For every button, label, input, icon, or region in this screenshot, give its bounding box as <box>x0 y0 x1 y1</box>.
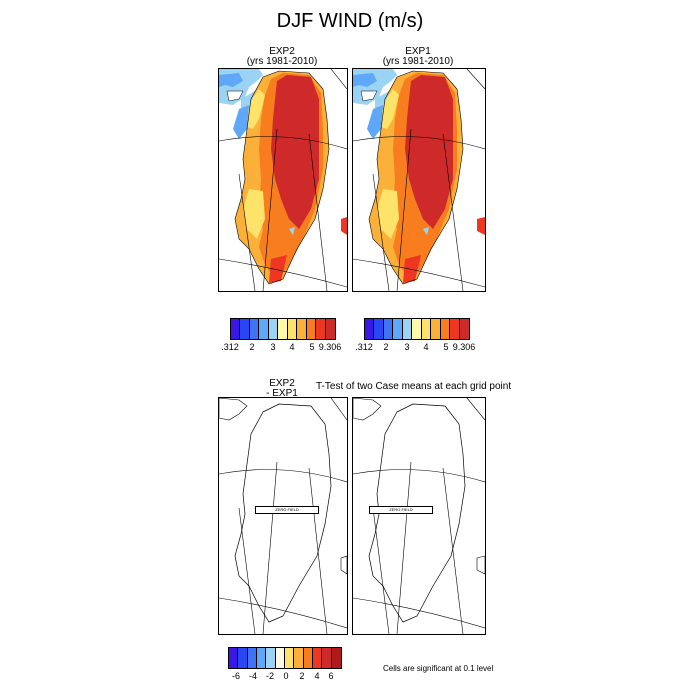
colorbar-tick-label: 4 <box>314 671 320 681</box>
colorbar-tick-label: .312 <box>221 342 239 352</box>
colorbar-swatch <box>402 319 413 339</box>
colorbar-tick-label: 3 <box>270 342 276 352</box>
colorbar-exp2 <box>230 318 336 340</box>
colorbar-swatch <box>284 648 295 668</box>
significance-note: Cells are significant at 0.1 level <box>383 664 494 673</box>
greenland-outline-map <box>353 398 485 634</box>
panel-title-exp2: EXP2 (yrs 1981-2010) <box>218 47 346 67</box>
greenland-outline-map <box>219 398 347 634</box>
colorbar-swatch <box>238 648 248 668</box>
colorbar-swatch <box>294 648 304 668</box>
colorbar-swatch <box>365 319 375 339</box>
greenland-wind-map <box>219 69 347 291</box>
greenland-wind-map <box>353 69 485 291</box>
colorbar-tick-label: -6 <box>231 671 241 681</box>
figure-title: DJF WIND (m/s) <box>276 10 424 32</box>
colorbar-swatch <box>287 319 298 339</box>
colorbar-swatch <box>256 648 267 668</box>
colorbar-swatch <box>459 319 469 339</box>
colorbar-swatch <box>412 319 422 339</box>
colorbar-tick-label: 6 <box>328 671 334 681</box>
colorbar-swatch <box>275 648 285 668</box>
colorbar-tick-label: 9.306 <box>318 342 342 352</box>
colorbar-swatch <box>303 648 313 668</box>
colorbar-swatch <box>421 319 432 339</box>
panel-title-line2: (yrs 1981-2010) <box>382 56 454 67</box>
colorbar-tick-label: 4 <box>289 342 295 352</box>
panel-title-line2: (yrs 1981-2010) <box>246 56 318 67</box>
colorbar-tick-label: 9.306 <box>452 342 476 352</box>
panel-title-line2: - EXP1 <box>266 388 298 399</box>
colorbar-swatch <box>325 319 335 339</box>
colorbar-tick-label: 2 <box>299 671 305 681</box>
colorbar-swatch <box>240 319 250 339</box>
colorbar-difference <box>228 647 342 669</box>
map-panel-ttest: ZERO FIELD <box>352 397 486 635</box>
colorbar-exp1 <box>364 318 470 340</box>
panel-title-diff: EXP2 - EXP1 <box>262 379 302 399</box>
colorbar-tick-label: 5 <box>309 342 315 352</box>
colorbar-swatch <box>393 319 403 339</box>
zero-field-label: ZERO FIELD <box>369 506 433 514</box>
colorbar-swatch <box>268 319 279 339</box>
colorbar-swatch <box>278 319 288 339</box>
colorbar-swatch <box>249 319 260 339</box>
panel-title-line1: EXP2 <box>269 46 295 57</box>
colorbar-swatch <box>306 319 317 339</box>
colorbar-swatch <box>440 319 451 339</box>
map-panel-difference: ZERO FIELD <box>218 397 348 635</box>
colorbar-swatch <box>431 319 441 339</box>
colorbar-tick-label: 0 <box>283 671 289 681</box>
map-panel-exp1 <box>352 68 486 292</box>
panel-title-exp1: EXP1 (yrs 1981-2010) <box>352 47 484 67</box>
colorbar-swatch <box>312 648 323 668</box>
colorbar-tick-label: 3 <box>404 342 410 352</box>
colorbar-tick-label: 5 <box>443 342 449 352</box>
colorbar-tick-label: 2 <box>249 342 255 352</box>
ttest-title: T-Test of two Case means at each grid po… <box>316 381 512 392</box>
colorbar-swatch <box>266 648 276 668</box>
colorbar-tick-label: .312 <box>355 342 373 352</box>
colorbar-tick-label: 4 <box>423 342 429 352</box>
colorbar-tick-label: 2 <box>383 342 389 352</box>
colorbar-swatch <box>316 319 326 339</box>
colorbar-swatch <box>297 319 307 339</box>
colorbar-swatch <box>331 648 341 668</box>
colorbar-swatch <box>322 648 332 668</box>
colorbar-swatch <box>231 319 241 339</box>
colorbar-swatch <box>229 648 239 668</box>
colorbar-swatch <box>259 319 269 339</box>
colorbar-swatch <box>450 319 460 339</box>
panel-title-line1: EXP2 <box>269 378 295 389</box>
colorbar-swatch <box>374 319 384 339</box>
colorbar-swatch <box>383 319 394 339</box>
colorbar-tick-label: -2 <box>265 671 275 681</box>
colorbar-swatch <box>247 648 257 668</box>
zero-field-label: ZERO FIELD <box>255 506 319 514</box>
panel-title-line1: EXP1 <box>405 46 431 57</box>
colorbar-tick-label: -4 <box>248 671 258 681</box>
map-panel-exp2 <box>218 68 348 292</box>
